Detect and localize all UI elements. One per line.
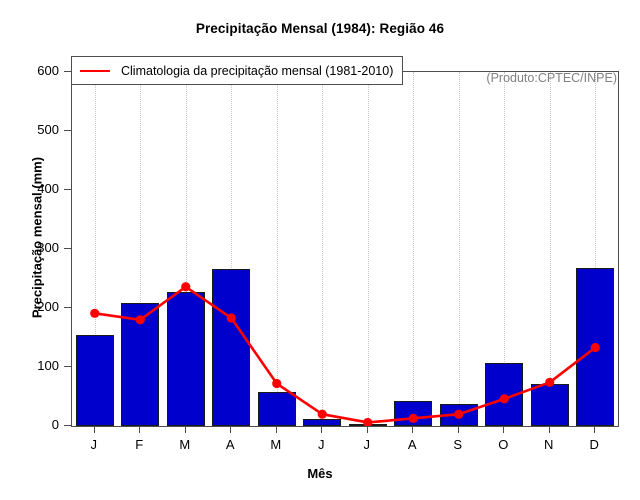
bar	[212, 269, 251, 426]
x-tick-mark	[93, 426, 95, 433]
plot-inner	[72, 72, 618, 426]
x-tick-mark	[548, 426, 550, 433]
x-tick-mark	[594, 426, 596, 433]
y-axis-label: Precipitação mensal (mm)	[29, 156, 45, 319]
x-tick-mark	[366, 426, 368, 433]
gridline-vertical	[322, 72, 324, 426]
x-tick-mark	[139, 426, 141, 433]
produto-annotation: (Produto:CPTEC/INPE)	[486, 71, 617, 85]
legend: Climatologia da precipitação mensal (198…	[71, 56, 404, 85]
y-tick-label: 300	[37, 240, 59, 255]
bar	[576, 267, 615, 426]
bar	[348, 423, 387, 426]
y-tick-label: 400	[37, 181, 59, 196]
y-tick-mark	[64, 307, 71, 308]
y-tick-label: 500	[37, 122, 59, 137]
y-tick-mark	[64, 130, 71, 131]
x-tick-label: N	[544, 437, 554, 452]
bar	[75, 334, 114, 426]
legend-label: Climatologia da precipitação mensal (198…	[121, 63, 394, 78]
y-tick-label: 0	[51, 417, 59, 432]
bar	[121, 302, 160, 426]
x-tick-mark	[412, 426, 414, 433]
x-tick-mark	[321, 426, 323, 433]
gridline-vertical	[276, 72, 278, 426]
gridline-vertical	[549, 72, 551, 426]
gridline-vertical	[231, 72, 233, 426]
gridline-vertical	[367, 72, 369, 426]
y-tick-mark	[64, 189, 71, 190]
gridline-vertical	[595, 72, 597, 426]
chart-title: Precipitação Mensal (1984): Região 46	[195, 21, 445, 36]
x-tick-label: S	[453, 437, 463, 452]
y-tick-mark	[64, 248, 71, 249]
gridline-vertical	[140, 72, 142, 426]
gridline-vertical	[94, 72, 96, 426]
gridline-vertical	[504, 72, 506, 426]
y-tick-label: 100	[37, 358, 59, 373]
y-tick-mark	[64, 366, 71, 367]
x-tick-mark	[503, 426, 505, 433]
x-tick-mark	[230, 426, 232, 433]
x-tick-label: A	[225, 437, 235, 452]
y-tick-label: 600	[37, 63, 59, 78]
x-tick-mark	[275, 426, 277, 433]
legend-line-swatch	[80, 69, 110, 72]
x-tick-label: J	[318, 437, 325, 452]
x-tick-label: F	[135, 437, 144, 452]
x-tick-label: O	[498, 437, 509, 452]
x-tick-mark	[184, 426, 186, 433]
gridline-vertical	[185, 72, 187, 426]
x-tick-label: D	[589, 437, 599, 452]
x-tick-label: J	[90, 437, 98, 452]
gridline-vertical	[413, 72, 415, 426]
x-tick-label: A	[407, 437, 417, 452]
bar	[439, 403, 478, 426]
x-axis-label: Mês	[307, 466, 333, 481]
x-tick-label: J	[363, 437, 371, 452]
x-tick-label: M	[270, 437, 282, 452]
bar	[485, 363, 524, 426]
y-tick-mark	[64, 71, 71, 72]
x-tick-mark	[457, 426, 459, 433]
x-tick-label: M	[179, 437, 191, 452]
y-tick-mark	[64, 425, 71, 426]
y-tick-label: 200	[37, 299, 59, 314]
bar	[257, 391, 296, 426]
bar	[394, 401, 433, 426]
bar	[166, 292, 205, 426]
gridline-vertical	[458, 72, 460, 426]
bar	[303, 418, 342, 426]
bar	[530, 383, 569, 426]
plot-area	[71, 71, 619, 427]
